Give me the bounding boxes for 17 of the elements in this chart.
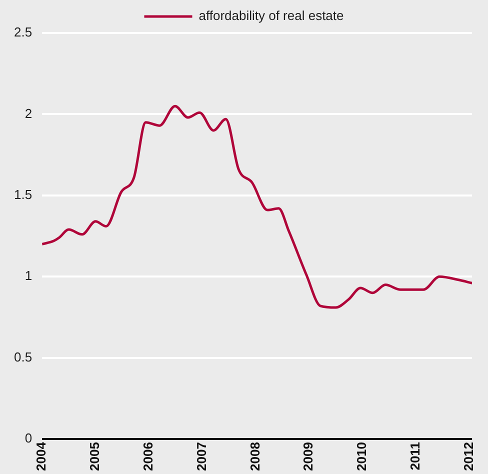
y-tick-label: 1 [24,268,32,284]
y-tick-label: 0.5 [14,349,32,364]
x-tick-label: 2004 [34,441,49,471]
y-tick-label: 2.5 [14,24,32,40]
y-tick-label: 0 [24,430,32,446]
y-tick-label: 1.5 [14,187,32,202]
x-tick-label: 2012 [460,442,476,471]
x-tick-label: 2011 [408,442,423,470]
x-tick-label: 2005 [87,442,102,471]
line-series [42,104,472,309]
x-tick-label: 2010 [354,442,370,471]
legend-label: affordability of real estate [198,8,344,24]
x-tick-label: 2008 [247,442,262,471]
x-tick-label: 2009 [300,442,316,471]
x-tick-label: 2007 [194,442,209,471]
x-tick-label: 2006 [140,442,156,471]
y-tick-label: 2 [24,106,32,121]
